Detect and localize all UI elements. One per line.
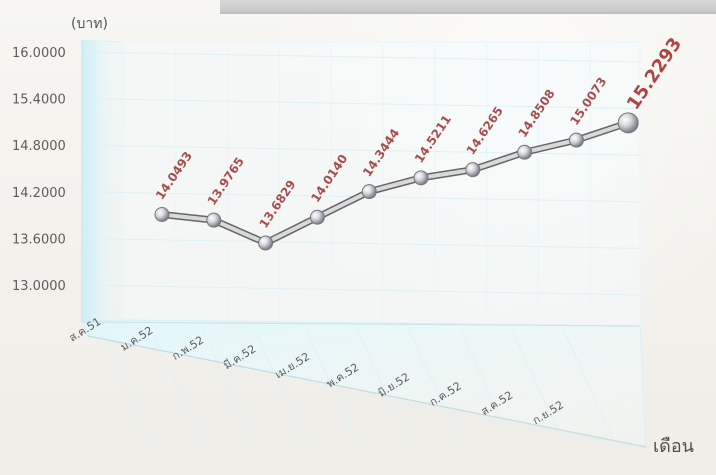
data-point [206,212,222,228]
floor-gridline [408,329,460,441]
series-line [160,120,631,245]
chart-floor [81,319,647,448]
data-point [517,144,533,160]
y-axis-unit-label: (บาท) [71,16,108,32]
floor-gridline [151,329,202,441]
floor-gridline [357,329,408,441]
y-tick-label: 14.2000 [12,186,66,201]
x-axis-title: เดือน [653,436,694,457]
y-gridline [81,144,641,156]
floor-gridline [511,329,563,441]
floor-gridline [305,329,357,441]
y-gridline [81,51,641,63]
y-tick-label: 15.4000 [12,93,66,108]
main-back-plane [121,41,641,327]
y-tick-label: 16.0000 [12,46,66,61]
chart-grid [81,45,641,441]
y-tick-label: 13.6000 [12,232,66,247]
data-point [154,207,170,223]
y-gridline [81,98,641,110]
left-back-wall [81,39,123,323]
data-point [413,170,429,186]
data-point [617,112,639,134]
floor-gridline [202,329,254,441]
data-point [258,235,274,251]
data-point [465,162,481,178]
data-point [568,132,584,148]
data-point [309,209,325,225]
top-border-band [220,0,716,14]
floor-gridline [563,329,614,441]
y-gridline [81,284,641,296]
series-layer [154,112,639,251]
x-axis-front-line [87,335,647,448]
y-tick-label: 13.0000 [12,279,66,294]
y-gridline [81,237,641,249]
floor-gridline [460,329,511,441]
floor-gridline [254,329,305,441]
y-tick-label: 14.8000 [12,139,66,154]
data-point [361,184,377,200]
floor-gridline [99,329,151,441]
chart-background [81,39,647,448]
x-axis-line [81,321,641,327]
